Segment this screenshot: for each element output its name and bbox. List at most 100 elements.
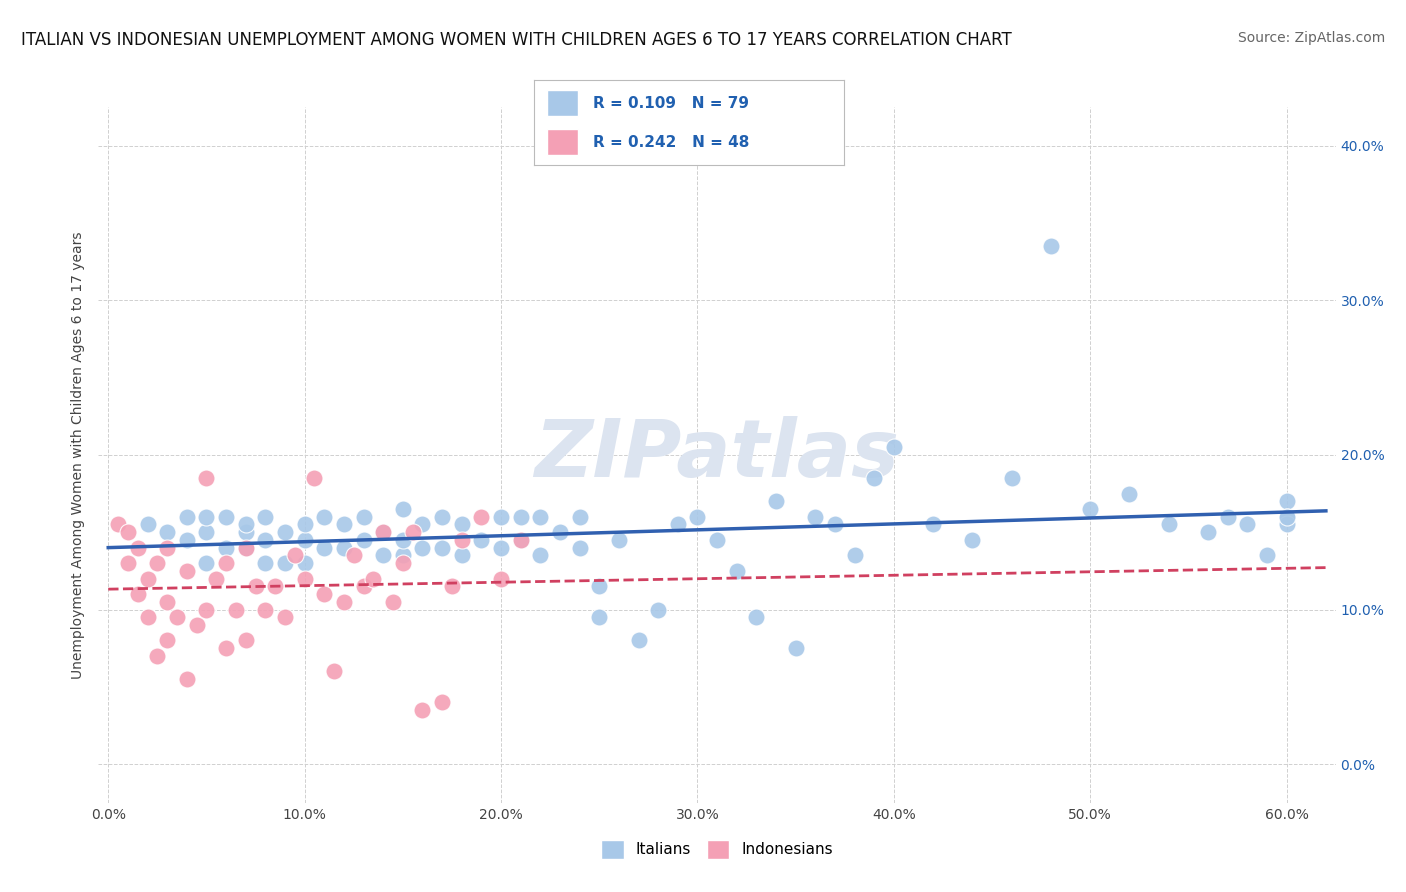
Point (166, 610, 188, 624)
Point (607, 533, 630, 547)
Point (509, 533, 531, 547)
Point (627, 633, 650, 648)
Point (725, 564, 748, 578)
Point (235, 517, 257, 532)
Point (176, 564, 198, 578)
Point (489, 541, 512, 555)
Point (450, 533, 472, 547)
Point (195, 602, 218, 616)
Point (1256, 549, 1278, 563)
Bar (547, 90, 578, 116)
Point (470, 509, 492, 524)
Point (176, 509, 198, 524)
Point (392, 502, 415, 516)
Point (411, 703, 433, 717)
Point (205, 572, 228, 586)
Point (235, 541, 257, 555)
Point (195, 525, 218, 540)
Point (883, 440, 905, 454)
Point (235, 633, 257, 648)
Point (323, 665, 346, 679)
Point (785, 641, 807, 656)
Point (294, 572, 316, 586)
Point (215, 556, 238, 570)
Point (235, 525, 257, 540)
Point (254, 533, 277, 547)
Point (509, 509, 531, 524)
Point (489, 572, 512, 586)
Point (186, 618, 208, 632)
Point (284, 549, 307, 563)
Point (245, 579, 267, 593)
Point (176, 533, 198, 547)
Point (765, 494, 787, 508)
Point (411, 541, 433, 555)
Point (745, 610, 768, 624)
Point (353, 533, 375, 547)
Point (117, 525, 139, 540)
Point (274, 610, 297, 624)
Point (156, 525, 179, 540)
Text: R = 0.242   N = 48: R = 0.242 N = 48 (593, 135, 749, 150)
Point (274, 556, 297, 570)
Point (127, 587, 149, 601)
Point (136, 572, 159, 586)
Point (588, 579, 610, 593)
Point (470, 533, 492, 547)
Point (922, 517, 945, 532)
Point (1275, 494, 1298, 508)
Point (863, 471, 886, 485)
Point (430, 509, 453, 524)
Point (430, 541, 453, 555)
Point (373, 525, 395, 540)
Point (430, 695, 453, 709)
Point (392, 556, 415, 570)
Point (314, 541, 336, 555)
Point (824, 517, 846, 532)
Point (1118, 486, 1140, 500)
Point (156, 633, 179, 648)
Point (314, 509, 336, 524)
Point (529, 549, 551, 563)
Point (353, 579, 375, 593)
Point (343, 549, 366, 563)
Point (844, 549, 866, 563)
Y-axis label: Unemployment Among Women with Children Ages 6 to 17 years: Unemployment Among Women with Children A… (72, 231, 86, 679)
Point (333, 595, 356, 609)
Point (392, 533, 415, 547)
Point (529, 509, 551, 524)
Point (156, 595, 179, 609)
Point (254, 602, 277, 616)
Point (107, 517, 129, 532)
Point (274, 525, 297, 540)
Point (294, 517, 316, 532)
Text: R = 0.109   N = 79: R = 0.109 N = 79 (593, 95, 749, 111)
Point (235, 541, 257, 555)
Point (450, 517, 472, 532)
Point (225, 602, 247, 616)
Point (117, 556, 139, 570)
Point (666, 517, 689, 532)
Text: ZIPatlas: ZIPatlas (534, 416, 900, 494)
Point (146, 556, 169, 570)
Point (304, 471, 326, 485)
Point (1078, 502, 1101, 516)
Point (264, 579, 287, 593)
Point (373, 549, 395, 563)
Point (136, 517, 159, 532)
Point (392, 549, 415, 563)
Point (706, 533, 728, 547)
Point (1216, 509, 1239, 524)
Point (1236, 517, 1258, 532)
Point (450, 549, 472, 563)
Point (382, 595, 405, 609)
Point (176, 672, 198, 686)
Point (136, 610, 159, 624)
Text: Source: ZipAtlas.com: Source: ZipAtlas.com (1237, 31, 1385, 45)
Point (548, 525, 571, 540)
Point (294, 533, 316, 547)
Point (353, 509, 375, 524)
Point (686, 509, 709, 524)
Point (440, 579, 463, 593)
Point (156, 541, 179, 555)
